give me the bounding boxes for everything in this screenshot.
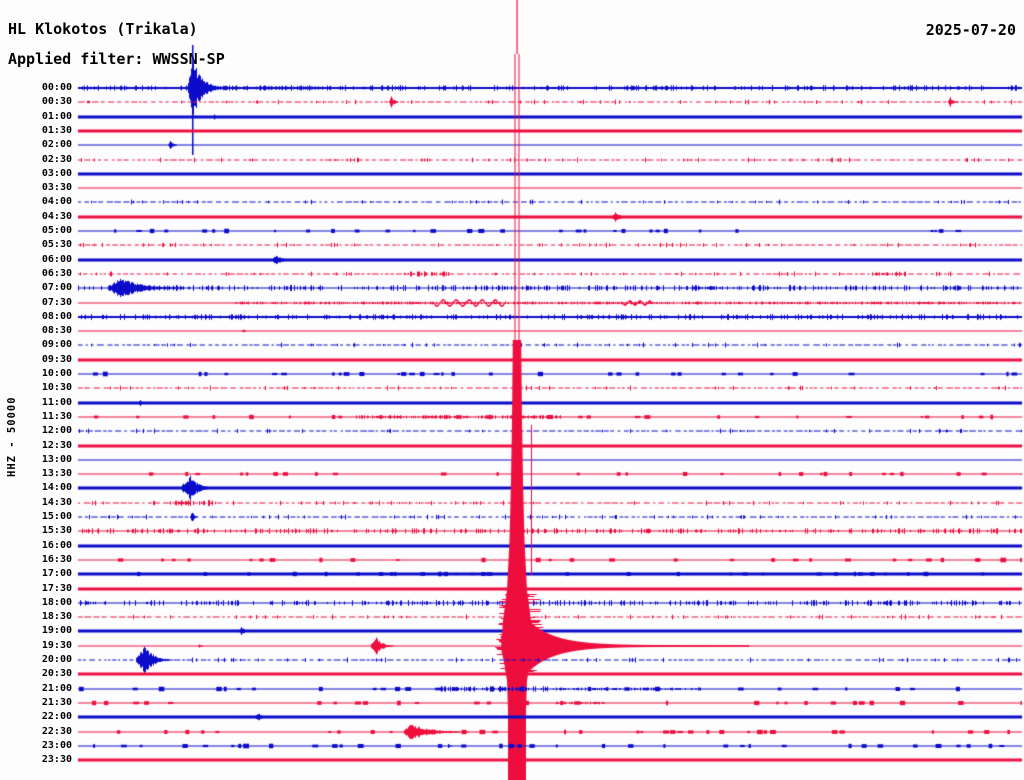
seismogram-canvas: [0, 0, 1024, 780]
helicorder-page: HL Klokotos (Trikala) 2025-07-20 Applied…: [0, 0, 1024, 780]
